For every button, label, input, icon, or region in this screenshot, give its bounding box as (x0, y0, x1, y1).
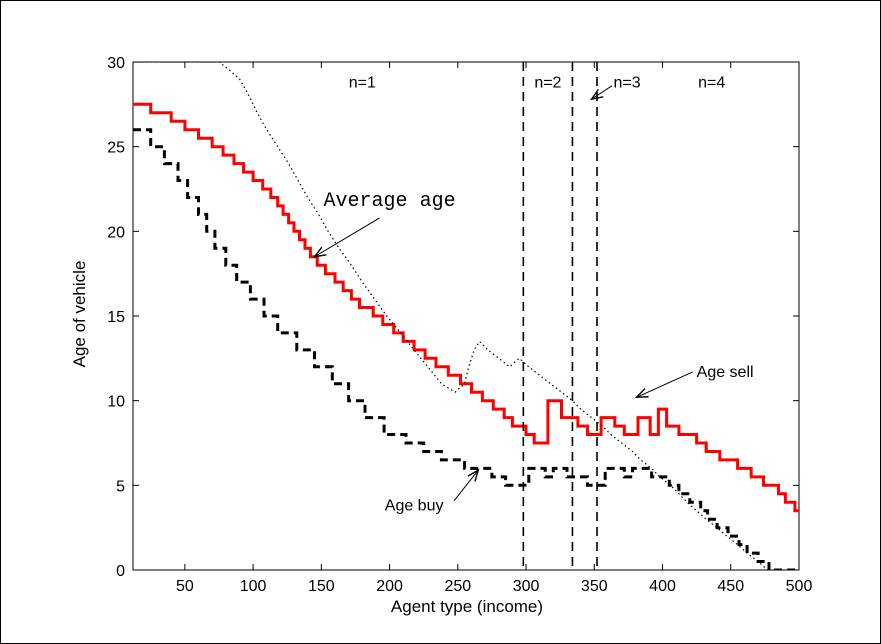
region-label: n=4 (698, 74, 725, 91)
x-tick-label: 50 (176, 578, 194, 595)
x-tick-label: 400 (649, 578, 676, 595)
y-tick-label: 20 (107, 224, 125, 241)
x-tick-label: 450 (717, 578, 744, 595)
annotation-arrow-line-sell (636, 371, 693, 398)
region-label: n=3 (613, 74, 640, 91)
x-tick-label: 100 (240, 578, 267, 595)
annotation-label-sell: Age sell (697, 364, 754, 381)
y-tick-label: 15 (107, 309, 125, 326)
x-tick-label: 350 (581, 578, 608, 595)
annotation-arrowhead-sell (634, 388, 649, 399)
y-axis-label: Age of vehicle (70, 261, 89, 368)
x-tick-label: 200 (376, 578, 403, 595)
annotation-arrowhead-buy (467, 468, 480, 482)
y-tick-label: 30 (107, 55, 125, 72)
annotation-label-average: Average age (324, 190, 456, 213)
y-tick-label: 10 (107, 394, 125, 411)
annotation-arrow-line-n3 (591, 85, 613, 100)
region-label: n=1 (349, 74, 376, 91)
series-line-average (133, 102, 799, 513)
y-tick-label: 5 (116, 478, 125, 495)
axes-box (132, 61, 800, 571)
series-line-buy (133, 128, 799, 570)
x-tick-label: 300 (513, 578, 540, 595)
annotation-label-buy: Age buy (385, 498, 444, 515)
x-tick-label: 150 (308, 578, 335, 595)
annotation-arrowhead-average (312, 246, 327, 258)
annotation-arrow-line-average (314, 217, 380, 258)
region-label: n=2 (534, 74, 561, 91)
annotation-arrowhead-n3 (589, 88, 604, 101)
y-tick-label: 25 (107, 140, 125, 157)
x-axis-label: Agent type (income) (391, 597, 543, 616)
y-tick-label: 0 (116, 563, 125, 580)
series-line-sell (133, 62, 769, 570)
x-tick-label: 250 (444, 578, 471, 595)
annotation-arrow-line-buy (453, 469, 479, 502)
plot-area: 50 100 150 200 250 300 350 400 450 500 0 5 10 15 20 25 3… (107, 55, 813, 595)
x-tick-label: 500 (786, 578, 813, 595)
